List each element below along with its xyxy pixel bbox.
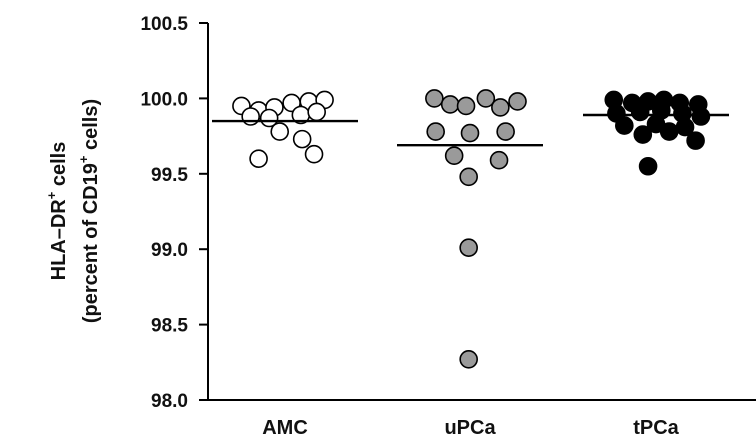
data-point: [508, 92, 527, 111]
data-point: [440, 95, 460, 114]
axes: 98.0 98.5 99.0 99.5 100.0 100.5 AMC uPCa tPCa: [140, 14, 756, 439]
x-category-label: tPCa: [633, 417, 679, 439]
data-point: [460, 123, 480, 143]
data-point: [444, 146, 464, 166]
y-tick-label: 99.5: [151, 165, 188, 186]
data-point: [659, 122, 679, 141]
data-point: [459, 167, 478, 187]
data-point: [459, 238, 478, 257]
data-point: [496, 122, 515, 141]
data-point: [459, 349, 478, 369]
series-group: [583, 90, 729, 176]
data-point: [489, 150, 509, 170]
y-tick-label: 99.0: [151, 240, 188, 261]
series-layer: [212, 89, 729, 369]
x-category-label: AMC: [262, 417, 308, 439]
series-group: [212, 90, 358, 169]
data-point: [630, 102, 650, 122]
data-point: [426, 122, 445, 141]
data-point: [249, 149, 268, 169]
data-point: [304, 144, 324, 164]
data-point: [615, 116, 634, 135]
data-point: [691, 107, 711, 126]
y-axis-title-line-2: (percent of CD19+ cells): [76, 99, 102, 323]
data-point: [686, 131, 705, 150]
y-tick-label: 100.0: [140, 89, 188, 110]
data-point: [456, 96, 476, 116]
data-point: [633, 125, 653, 144]
y-tick-label: 98.5: [151, 316, 188, 337]
data-point: [259, 108, 279, 128]
data-point: [270, 122, 290, 141]
data-point: [491, 98, 510, 117]
y-tick-label: 100.5: [140, 14, 188, 35]
y-axis-title-line-1: HLA–DR+ cells: [44, 142, 70, 281]
data-point: [241, 107, 260, 126]
data-point: [638, 156, 658, 176]
data-point: [425, 89, 444, 108]
x-category-label: uPCa: [444, 417, 496, 439]
data-point: [292, 129, 312, 149]
y-ticks: 98.0 98.5 99.0 99.5 100.0 100.5: [140, 14, 208, 412]
series-group: [397, 89, 543, 369]
y-tick-label: 98.0: [151, 391, 188, 412]
data-point: [476, 89, 496, 108]
data-point: [307, 102, 326, 122]
x-category-labels: AMC uPCa tPCa: [262, 417, 679, 439]
